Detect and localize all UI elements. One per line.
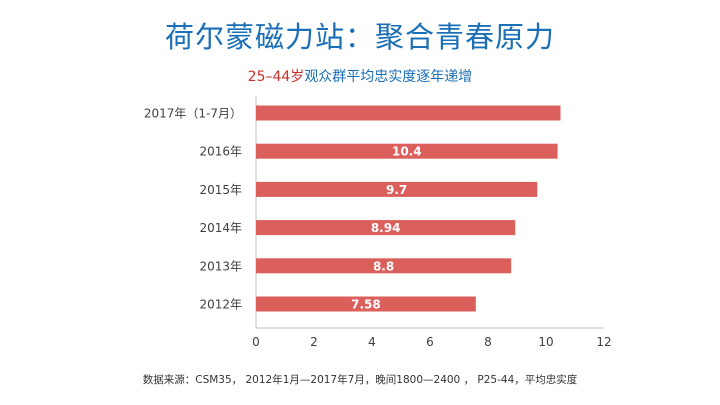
bar <box>256 220 516 236</box>
subtitle-highlight: 25–44岁 <box>247 69 305 85</box>
chart-title: 荷尔蒙磁力站：聚合青春原力 <box>164 20 555 54</box>
x-tick-label: 6 <box>426 335 434 349</box>
x-tick-label: 4 <box>368 335 376 349</box>
bar-data-label: 7.58 <box>351 298 381 312</box>
data-source-note: 数据来源：CSM35， 2012年1月—2017年7月，晚间1800—2400 … <box>142 374 578 386</box>
bar <box>256 258 512 274</box>
subtitle-text: 观众群平均忠实度逐年递增 <box>304 69 473 85</box>
x-tick-label: 8 <box>484 335 492 349</box>
category-label: 2013年 <box>199 259 242 273</box>
category-label: 2015年 <box>199 183 242 197</box>
category-label: 2016年 <box>199 145 242 159</box>
x-tick-label: 0 <box>252 335 260 349</box>
category-label: 2014年 <box>199 221 242 235</box>
x-tick-label: 10 <box>538 335 553 349</box>
x-tick-label: 2 <box>310 335 318 349</box>
x-tick-label: 12 <box>596 335 611 349</box>
bar-data-label: 9.7 <box>386 183 407 197</box>
bar-data-label: 10.4 <box>392 145 422 159</box>
bar <box>256 105 561 121</box>
category-label: 2012年 <box>199 298 242 312</box>
bar <box>256 181 538 197</box>
bar-data-label: 8.8 <box>373 259 394 273</box>
bar <box>256 143 558 159</box>
bar-data-label: 8.94 <box>371 221 401 235</box>
category-label: 2017年（1-7月） <box>144 107 242 121</box>
chart-subtitle: 25–44岁观众群平均忠实度逐年递增 <box>0 66 720 86</box>
bar <box>256 296 476 312</box>
